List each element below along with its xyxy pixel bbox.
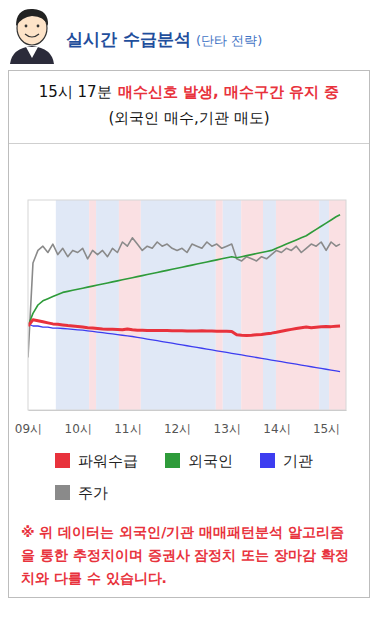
signal-zone: [119, 200, 141, 410]
series-line: [28, 320, 340, 336]
legend-label: 주가: [78, 484, 108, 502]
signal-zone: [319, 200, 329, 410]
legend-item: 기관: [260, 451, 313, 471]
x-axis-line: [29, 410, 347, 411]
x-tick: 12시: [164, 410, 191, 436]
x-tick-label: 15시: [313, 422, 340, 436]
signal-detail: (외국인 매수,기관 매도): [9, 109, 369, 128]
signal-zone: [241, 200, 263, 410]
x-tick: 14시: [263, 410, 290, 436]
signal-zone: [263, 200, 276, 410]
plot-area: [28, 200, 346, 410]
legend-label: 외국인: [188, 452, 233, 470]
legend-item: 외국인: [165, 451, 233, 471]
x-tick-label: 09시: [15, 422, 42, 436]
avatar-smile: [25, 34, 39, 37]
signal-zone: [329, 200, 346, 410]
signal-line: 15시 17분 매수신호 발생, 매수구간 유지 중: [9, 83, 369, 102]
header-title: 실시간 수급분석: [66, 29, 191, 49]
x-tick: 13시: [214, 410, 241, 436]
signal-zone: [56, 200, 89, 410]
series-line: [28, 238, 340, 358]
legend-swatch: [55, 485, 70, 500]
avatar-collar: [26, 47, 38, 58]
x-tick: 15시: [313, 410, 340, 436]
signal-text: 매수신호 발생, 매수구간 유지 중: [118, 83, 340, 101]
avatar-eye: [37, 25, 40, 28]
panel: 15시 17분 매수신호 발생, 매수구간 유지 중 (외국인 매수,기관 매도) 0…: [8, 70, 370, 598]
x-tick: 11시: [114, 410, 141, 436]
legend-swatch: [260, 453, 275, 468]
x-tick-label: 11시: [114, 422, 141, 436]
signal-time: 15시 17분: [39, 83, 112, 101]
signal-zone: [223, 200, 241, 410]
x-tick-label: 12시: [164, 422, 191, 436]
legend-item: 주가: [55, 483, 108, 503]
series-line: [28, 215, 340, 326]
legend-label: 파워수급: [78, 452, 138, 470]
signal-zone: [216, 200, 223, 410]
x-tick: 09시: [15, 410, 42, 436]
legend-label: 기관: [283, 452, 313, 470]
x-tick-label: 13시: [214, 422, 241, 436]
x-tick: 10시: [65, 410, 92, 436]
x-axis: 09시 10시 11시 12시 13시 14시 15시: [15, 410, 347, 436]
x-tick-label: 10시: [65, 422, 92, 436]
avatar: [2, 2, 62, 64]
avatar-body: [10, 46, 54, 64]
signal-zone: [141, 200, 216, 410]
legend-item: 파워수급: [55, 451, 138, 471]
signal-zone: [89, 200, 96, 410]
plot-frame: [28, 200, 346, 410]
avatar-eye: [25, 25, 28, 28]
header-subtitle: (단타 전략): [196, 33, 262, 48]
legend-swatch: [55, 453, 70, 468]
x-tick-label: 14시: [263, 422, 290, 436]
note: ※ 위 데이터는 외국인/기관 매매패턴분석 알고리즘을 통한 추정치이며 증권…: [21, 521, 357, 590]
header: 실시간 수급분석 (단타 전략): [66, 28, 262, 51]
signal-zone: [96, 200, 119, 410]
chart: 09시 10시 11시 12시 13시 14시 15시: [9, 144, 369, 444]
legend-swatch: [165, 453, 180, 468]
avatar-hair: [16, 9, 48, 26]
separator: [9, 143, 369, 144]
